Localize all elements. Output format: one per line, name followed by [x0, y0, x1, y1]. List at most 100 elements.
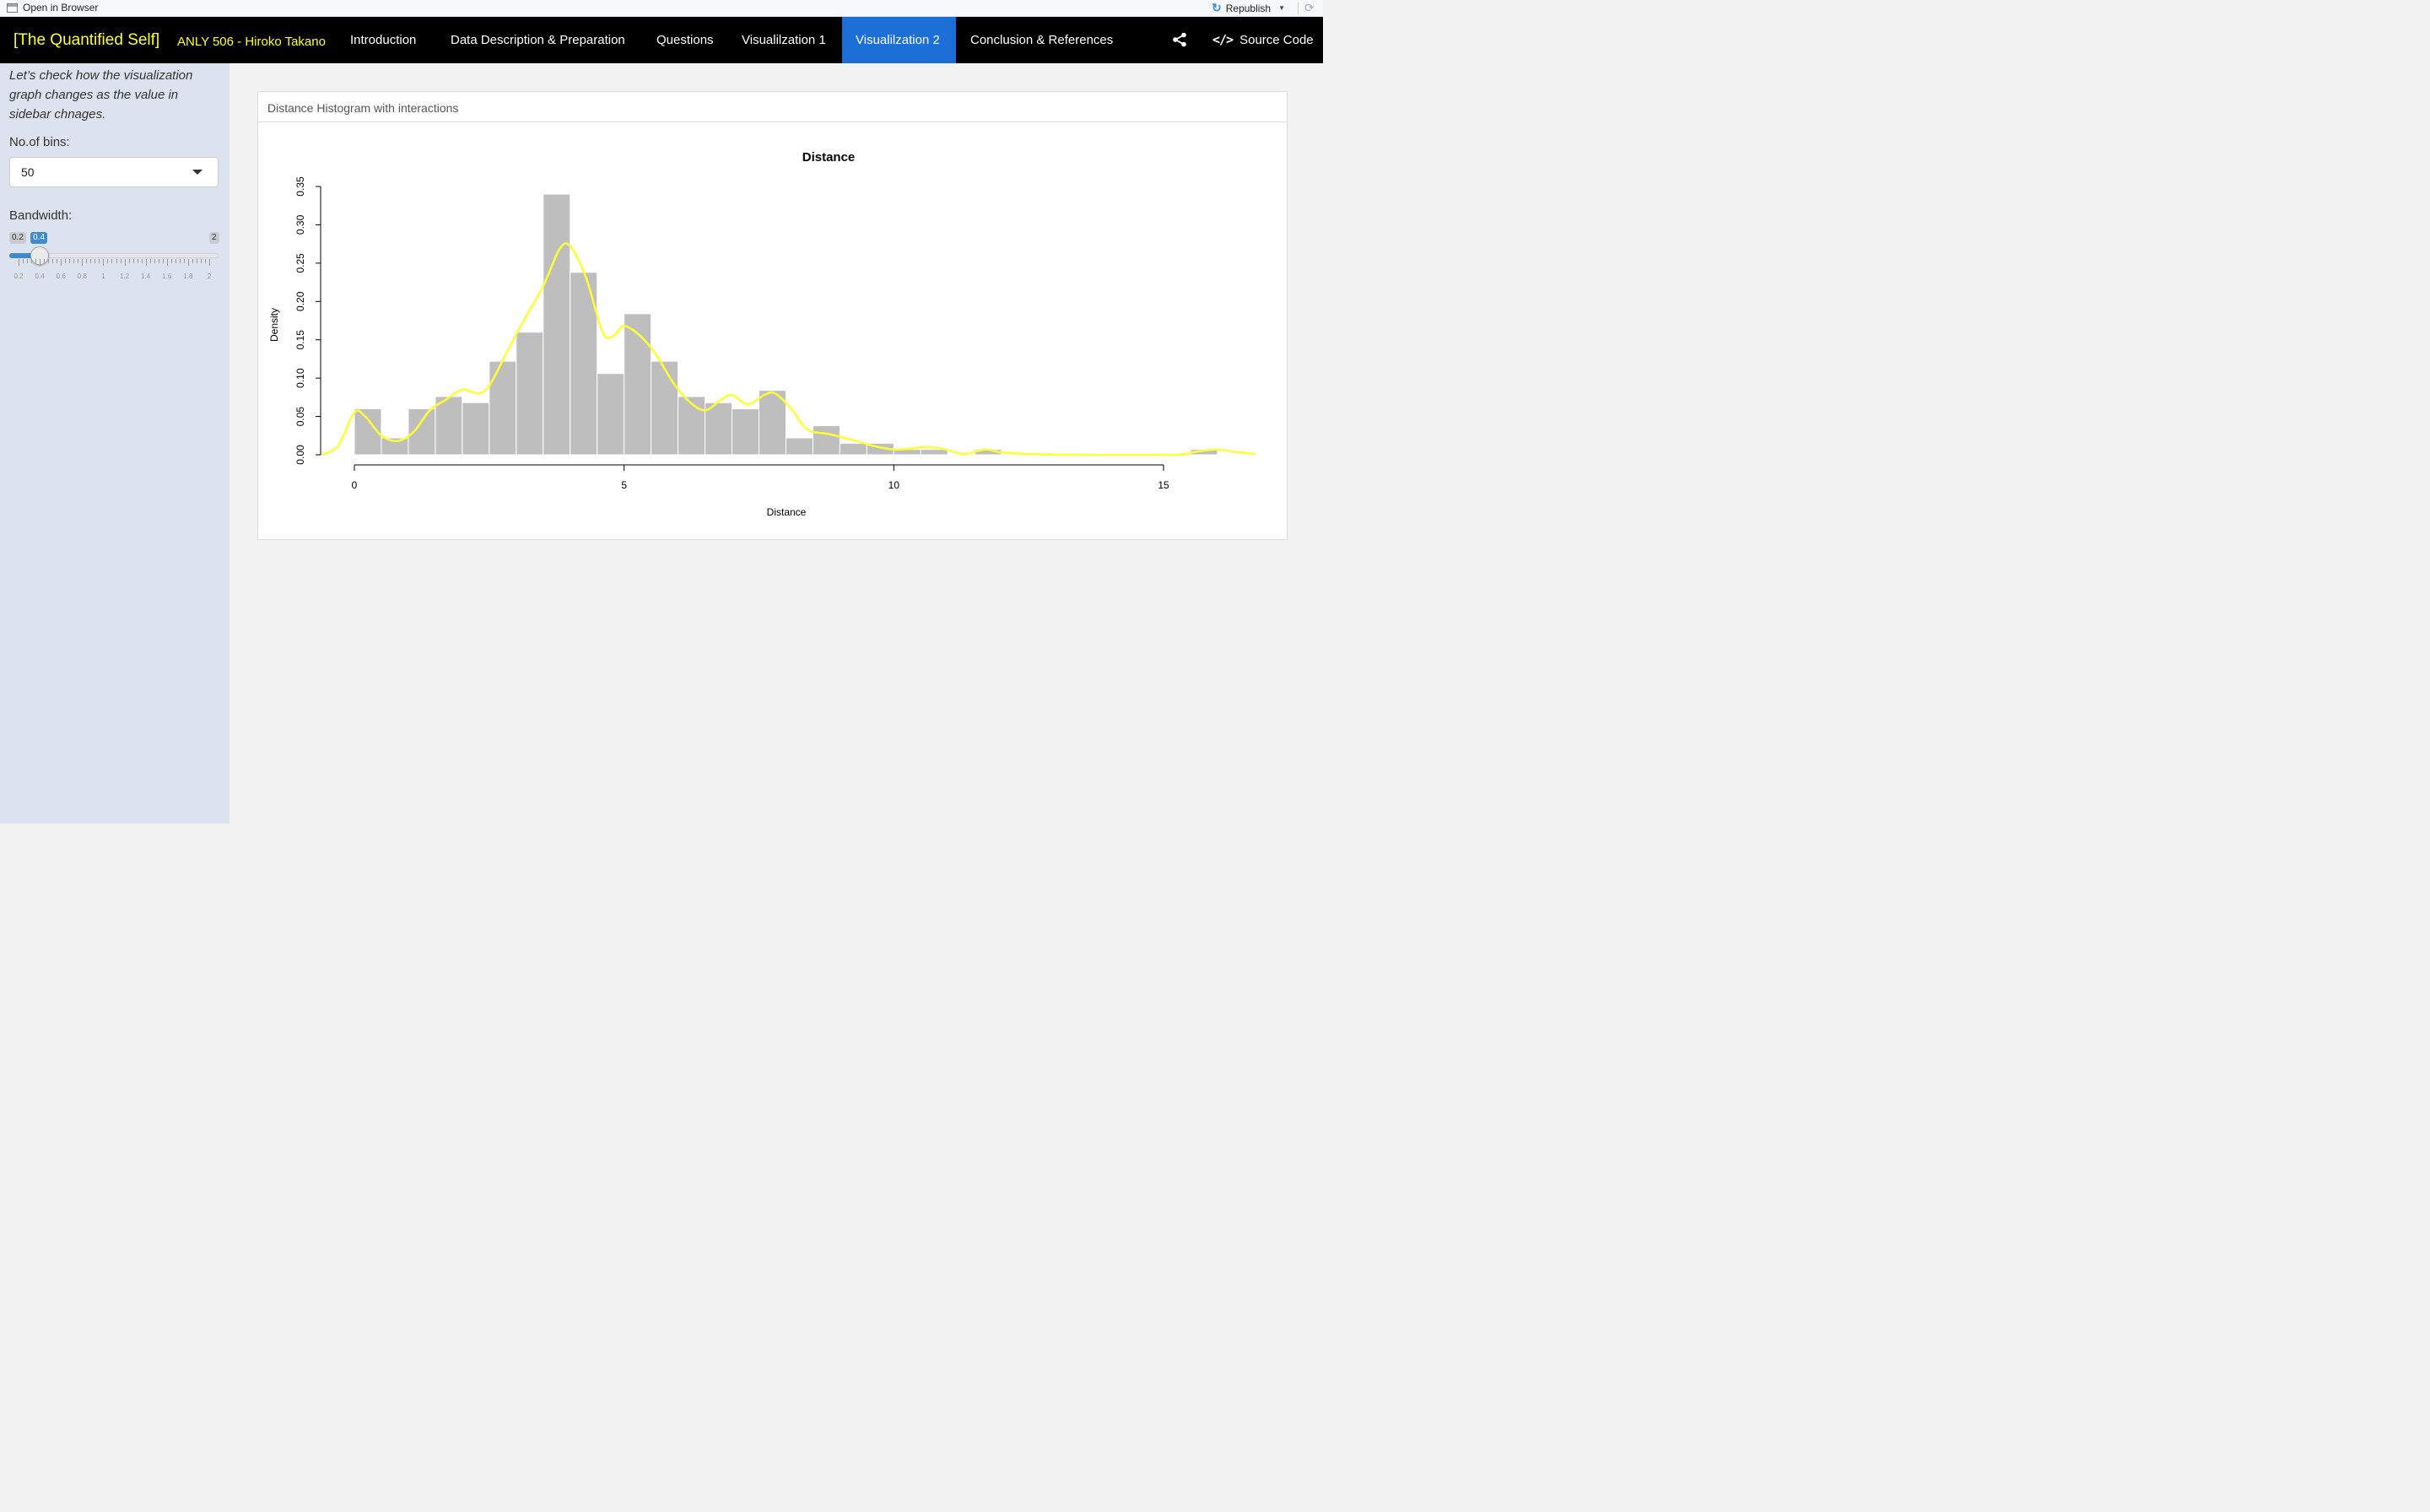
chevron-down-icon: [192, 170, 202, 175]
republish-label: Republish: [1225, 2, 1272, 14]
slider-min-badge: 0.2: [9, 232, 26, 244]
tab-visualization-2[interactable]: Visualilzation 2: [842, 17, 956, 63]
histogram-bar: [812, 424, 840, 456]
y-tick-label: 0.30: [294, 214, 306, 235]
republish-button[interactable]: ↻ Republish ▼: [1212, 1, 1285, 15]
y-tick-label: 0.35: [294, 176, 306, 197]
slider-tick: [94, 259, 96, 263]
slider-tick: [35, 259, 37, 263]
brand-title[interactable]: [The Quantified Self]: [14, 31, 160, 49]
slider-tick: [179, 259, 181, 263]
histogram-bar: [516, 332, 544, 456]
slider-tick: [116, 259, 117, 263]
histogram-bar: [597, 373, 625, 456]
slider-tick: [183, 259, 185, 263]
caret-down-icon[interactable]: ▼: [1278, 4, 1286, 12]
tab-questions[interactable]: Questions: [656, 33, 714, 47]
histogram-bar: [651, 360, 679, 456]
slider-tick-label: 2: [207, 273, 212, 280]
x-axis-label: Distance: [767, 506, 807, 518]
slider-tick-label: 0.2: [14, 273, 24, 280]
slider-tick: [90, 259, 92, 263]
slider-max-badge: 2: [209, 232, 219, 244]
slider-tick: [154, 259, 155, 263]
slider-value-badge: 0.4: [30, 232, 48, 244]
histogram-bar: [435, 396, 463, 456]
slider-tick: [124, 259, 126, 266]
slider-tick-label: 1.6: [162, 273, 172, 280]
card-header: Distance Histogram with interactions: [258, 92, 1287, 122]
open-window-icon: [7, 3, 18, 13]
slider-tick: [48, 259, 50, 263]
slider-tick: [120, 259, 122, 263]
open-in-browser-label: Open in Browser: [23, 2, 99, 14]
y-tick-label: 0.15: [294, 330, 306, 350]
slider-tick-label: 1.8: [183, 273, 193, 280]
x-tick-label: 15: [1158, 479, 1169, 491]
histogram-bar: [732, 408, 759, 456]
slider-tick: [23, 259, 24, 263]
chart-title: Distance: [802, 150, 856, 165]
slider-tick: [65, 259, 67, 263]
slider-tick: [141, 259, 143, 263]
slider-tick: [187, 259, 189, 266]
y-axis-label: Density: [268, 308, 280, 342]
slider-tick: [132, 259, 134, 263]
slider-tick: [209, 259, 210, 266]
slider-tick: [99, 259, 100, 263]
slider-tick: [111, 259, 113, 263]
slider-tick: [52, 259, 54, 263]
slider-tick: [107, 259, 109, 263]
histogram-bar: [462, 402, 490, 456]
y-tick-label: 0.25: [294, 253, 306, 273]
histogram-bar: [839, 442, 867, 456]
slider-tick-label: 1.4: [141, 273, 151, 280]
slider-tick: [162, 259, 164, 263]
histogram-bar: [759, 390, 786, 456]
tab-conclusion[interactable]: Conclusion & References: [970, 33, 1114, 47]
slider-tick-label: 1.2: [119, 273, 130, 280]
tab-visualization-1[interactable]: Visualilzation 1: [742, 33, 826, 47]
slider-tick: [31, 259, 33, 263]
histogram-bar: [489, 360, 517, 456]
slider-tick: [200, 259, 202, 263]
tab-introduction[interactable]: Introduction: [350, 33, 417, 47]
histogram-chart: Distance 0.00 0.05 0.10 0.15 0.20 0.25 0.30 0.35…: [268, 150, 1256, 518]
slider-tick: [145, 259, 147, 266]
open-in-browser-button[interactable]: Open in Browser: [7, 2, 98, 14]
brand-subtitle: ANLY 506 - Hiroko Takano: [177, 35, 326, 49]
republish-icon: ↻: [1212, 1, 1222, 14]
bins-select[interactable]: 50: [9, 157, 219, 187]
histogram-bar: [543, 193, 571, 456]
y-tick-label: 0.05: [294, 407, 306, 427]
refresh-icon[interactable]: ⟳: [1304, 1, 1315, 14]
slider-tick: [27, 259, 29, 263]
histogram-bar: [624, 313, 652, 456]
tab-data-description[interactable]: Data Description & Preparation: [451, 33, 625, 47]
x-tick-label: 0: [352, 479, 358, 491]
sidebar-intro-text: Let’s check how the visualization graph …: [9, 68, 193, 122]
source-code-link[interactable]: </> Source Code: [1212, 17, 1314, 63]
y-tick-label: 0.10: [294, 368, 306, 388]
histogram-card: Distance Histogram with interactions Dis…: [257, 91, 1288, 540]
histogram-bar: [705, 402, 733, 456]
slider-tick: [86, 259, 88, 263]
slider-tick: [128, 259, 130, 263]
slider-tick-label: 0.4: [35, 273, 45, 280]
source-code-label: Source Code: [1239, 33, 1314, 47]
share-icon[interactable]: [1172, 32, 1187, 51]
bandwidth-slider-fill: [9, 253, 40, 258]
toolbar-divider: [1298, 3, 1299, 14]
slider-tick: [204, 259, 206, 263]
navbar: [The Quantified Self] ANLY 506 - Hiroko …: [0, 17, 1323, 63]
viewer-toolbar: Open in Browser ↻ Republish ▼ ⟳: [0, 0, 1323, 17]
card-title: Distance Histogram with interactions: [267, 101, 459, 115]
bandwidth-label: Bandwidth:: [9, 208, 73, 223]
slider-tick: [149, 259, 151, 263]
slider-tick: [170, 259, 172, 263]
y-tick-label: 0.20: [294, 291, 306, 311]
y-tick-label: 0.00: [294, 445, 306, 465]
bins-label: No.of bins:: [9, 135, 70, 149]
bins-selected-value: 50: [21, 165, 35, 179]
slider-tick: [61, 259, 62, 266]
